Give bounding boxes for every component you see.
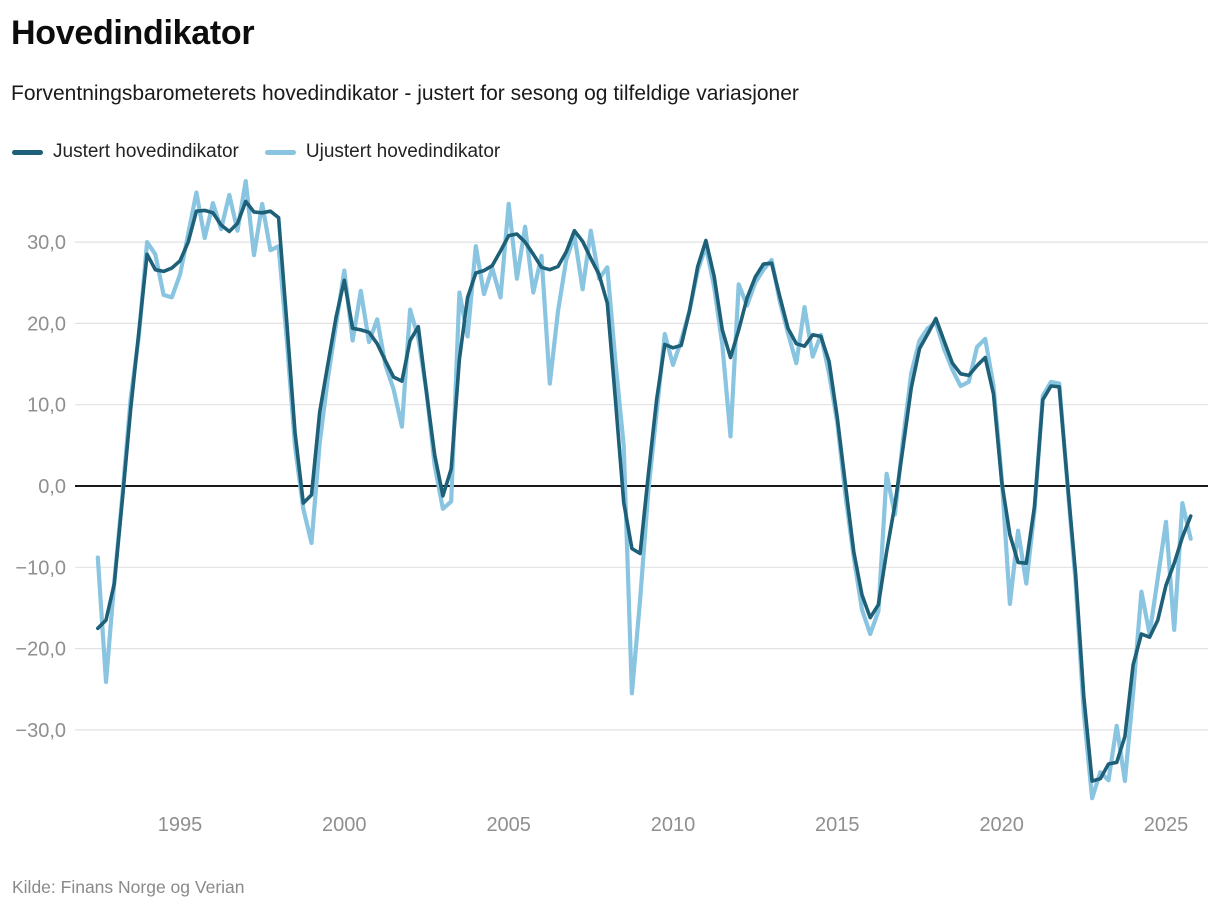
- legend-label-justert: Justert hovedindikator: [53, 141, 239, 162]
- y-axis-label: −10,0: [15, 557, 66, 579]
- legend-item-justert: Justert hovedindikator: [12, 141, 239, 163]
- chart-subtitle: Forventningsbarometerets hovedindikator …: [11, 82, 799, 105]
- legend: Justert hovedindikator Ujustert hovedind…: [12, 141, 526, 163]
- x-axis-label: 2025: [1144, 814, 1189, 836]
- x-axis-label: 2010: [651, 814, 696, 836]
- series-line-justert: [96, 199, 1193, 783]
- legend-item-ujustert: Ujustert hovedindikator: [264, 141, 501, 163]
- legend-swatch-ujustert-icon: [264, 149, 296, 155]
- x-axis-label: 2015: [815, 814, 860, 836]
- x-axis-label: 2020: [979, 814, 1024, 836]
- x-axis-label: 1995: [158, 814, 203, 836]
- y-axis-label: 30,0: [27, 232, 66, 254]
- y-axis-label: 10,0: [27, 395, 66, 417]
- y-axis-label: −20,0: [15, 639, 66, 661]
- y-axis-label: −30,0: [15, 720, 66, 742]
- series-line-ujustert: [95, 179, 1193, 801]
- x-axis-label: 2005: [486, 814, 531, 836]
- source-note: Kilde: Finans Norge og Verian: [12, 877, 245, 897]
- legend-label-ujustert: Ujustert hovedindikator: [305, 141, 501, 162]
- y-axis-label: 20,0: [27, 313, 66, 335]
- page-title: Hovedindikator: [11, 14, 255, 52]
- x-axis-label: 2000: [322, 814, 367, 836]
- y-axis-label: 0,0: [38, 476, 66, 498]
- legend-swatch-justert-icon: [12, 149, 43, 155]
